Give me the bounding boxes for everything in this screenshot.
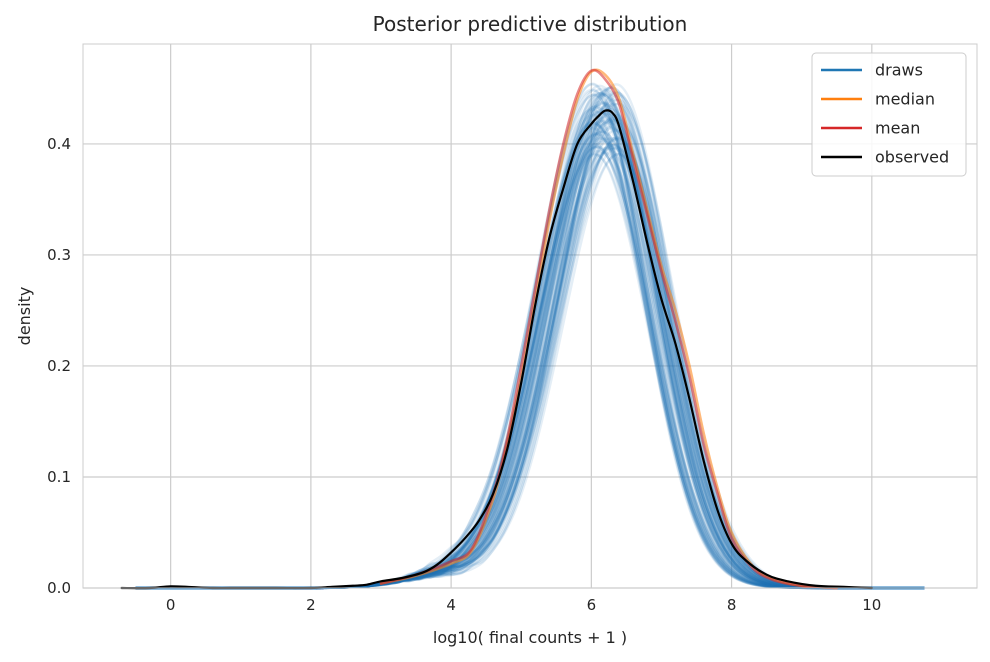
legend-label: observed	[875, 148, 949, 167]
y-tick-label: 0.1	[47, 468, 71, 486]
x-tick-label: 0	[166, 596, 176, 614]
x-axis-label: log10( final counts + 1 )	[433, 628, 627, 647]
x-tick-label: 4	[446, 596, 456, 614]
y-axis-ticks: 0.0 0.1 0.2 0.3 0.4	[47, 135, 71, 597]
legend-label: median	[875, 90, 935, 109]
median-line	[379, 68, 839, 590]
legend-label: draws	[875, 61, 923, 80]
x-tick-label: 6	[587, 596, 597, 614]
x-tick-label: 10	[862, 596, 881, 614]
chart-title: Posterior predictive distribution	[373, 12, 688, 36]
plot-frame	[82, 43, 978, 589]
y-tick-label: 0.4	[47, 135, 71, 153]
x-tick-label: 8	[727, 596, 737, 614]
y-axis-label: density	[15, 287, 34, 346]
y-tick-label: 0.2	[47, 357, 71, 375]
y-tick-label: 0.3	[47, 246, 71, 264]
legend-box	[811, 52, 967, 177]
y-tick-label: 0.0	[47, 579, 71, 597]
legend-label: mean	[875, 119, 920, 138]
legend: draws median mean observed	[811, 52, 967, 177]
x-tick-label: 2	[306, 596, 316, 614]
x-axis-ticks: 0 2 4 6 8 10	[166, 596, 881, 614]
